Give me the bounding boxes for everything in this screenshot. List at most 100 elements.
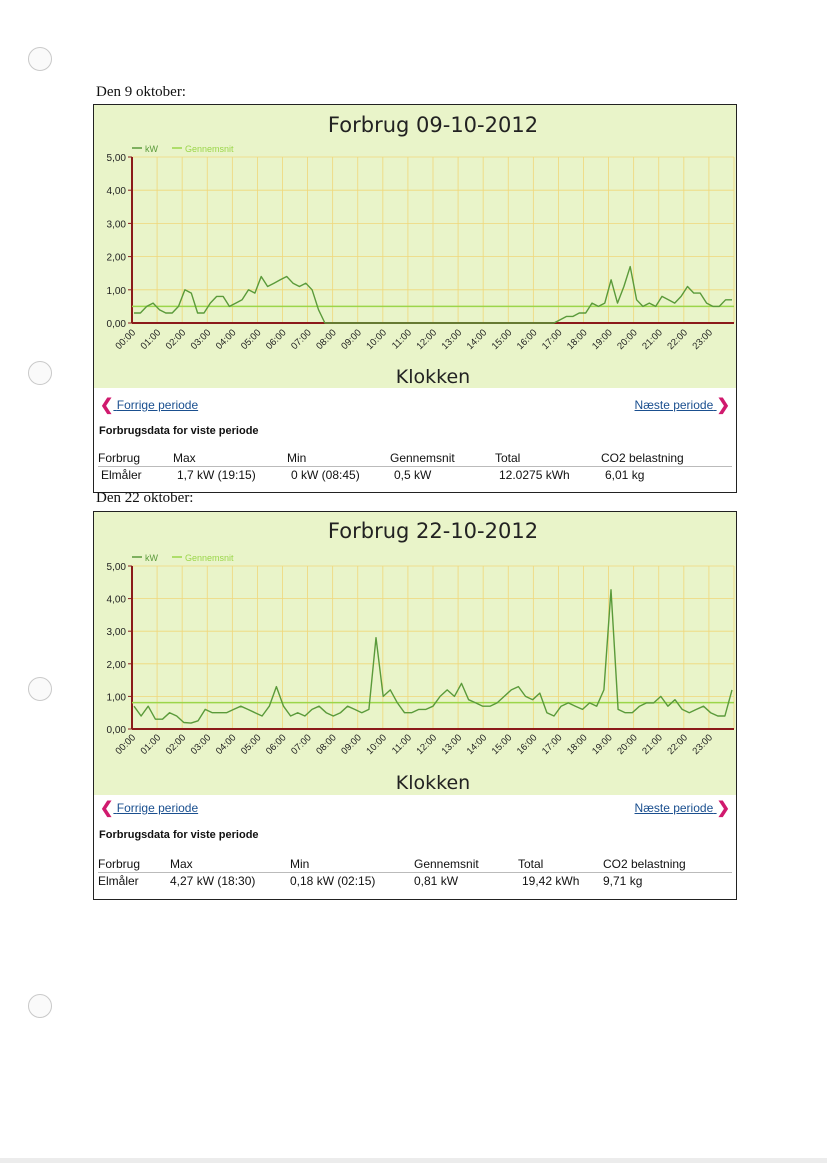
x-tick-label: 11:00: [390, 327, 414, 351]
x-tick-label: 07:00: [289, 732, 314, 757]
x-tick-label: 17:00: [540, 327, 565, 352]
stats-header: Max: [170, 856, 290, 873]
stats-header: Gennemsnit: [414, 856, 518, 873]
x-tick-label: 03:00: [189, 327, 214, 352]
y-tick-label: 4,00: [107, 186, 127, 197]
x-tick-label: 12:00: [415, 732, 440, 757]
x-tick-label: 00:00: [114, 732, 139, 757]
prev-period-link[interactable]: ❮ Forrige periode: [100, 798, 198, 818]
stats-header-row: Forbrug Max Min Gennemsnit Total CO2 bel…: [98, 450, 732, 467]
x-tick-label: 00:00: [114, 327, 139, 352]
next-period-label: Næste periode: [634, 801, 714, 815]
x-axis-label: Klokken: [396, 772, 470, 794]
date-caption: Den 22 oktober:: [96, 490, 194, 506]
stats-value-row: Elmåler 1,7 kW (19:15) 0 kW (08:45) 0,5 …: [98, 467, 732, 484]
chart-area: 0,00 1,00 2,00 3,00 4,00 5,00 00:00 01:00 02:00 0…: [94, 512, 736, 795]
stats-value: Elmåler: [98, 874, 139, 888]
stats-value: 19,42 kWh: [522, 874, 580, 888]
stats-value: 4,27 kW (18:30): [170, 874, 256, 888]
consumption-panel: 0,00 1,00 2,00 3,00 4,00 5,00 00:00 01:00 02:00 0…: [93, 511, 737, 900]
stats-value: Elmåler: [101, 468, 142, 482]
x-tick-label: 21:00: [640, 732, 665, 757]
x-tick-label: 09:00: [339, 327, 364, 352]
x-axis-label: Klokken: [396, 366, 470, 388]
x-tick-label: 18:00: [565, 327, 590, 352]
stats-value: 9,71 kg: [603, 874, 643, 888]
stats-value: 0,18 kW (02:15): [290, 874, 376, 888]
y-tick-label: 0,00: [107, 319, 127, 330]
binder-hole: [28, 361, 52, 385]
period-navigation: ❮ Forrige periode Næste periode ❯: [94, 395, 736, 415]
x-tick-label: 16:00: [515, 732, 540, 757]
x-tick-label: 08:00: [314, 327, 339, 352]
prev-period-label: Forrige periode: [116, 801, 199, 815]
stats-header: CO2 belastning: [601, 450, 732, 467]
stats-header: Min: [290, 856, 414, 873]
stats-value: 6,01 kg: [605, 468, 645, 482]
x-tick-label: 08:00: [314, 732, 339, 757]
x-tick-label: 19:00: [590, 327, 615, 352]
x-tick-label: 04:00: [214, 327, 239, 352]
chart-area: 0,00 1,00 2,00 3,00 4,00 5,00 00:00 01:00 02:00 0…: [94, 105, 736, 388]
x-tick-label: 11:00: [390, 732, 414, 756]
next-period-link[interactable]: Næste periode ❯: [635, 395, 730, 415]
y-tick-label: 4,00: [107, 595, 127, 606]
stats-value-row: Elmåler 4,27 kW (18:30) 0,18 kW (02:15) …: [98, 873, 732, 890]
x-tick-label: 13:00: [440, 732, 465, 757]
legend-kw-label: kW: [145, 144, 159, 154]
x-tick-label: 07:00: [289, 327, 314, 352]
period-navigation: ❮ Forrige periode Næste periode ❯: [94, 798, 736, 818]
legend-avg-label: Gennemsnit: [185, 553, 234, 563]
prev-period-link[interactable]: ❮ Forrige periode: [100, 395, 198, 415]
x-tick-label: 23:00: [690, 732, 715, 757]
x-tick-label: 20:00: [615, 327, 640, 352]
legend-avg-label: Gennemsnit: [185, 144, 234, 154]
date-caption: Den 9 oktober:: [96, 84, 186, 100]
stats-header-row: Forbrug Max Min Gennemsnit Total CO2 bel…: [98, 856, 732, 873]
x-tick-label: 05:00: [239, 732, 264, 757]
stats-header: Gennemsnit: [390, 450, 495, 467]
stats-header: Max: [173, 450, 287, 467]
binder-hole: [28, 994, 52, 1018]
stats-title: Forbrugsdata for viste periode: [99, 829, 259, 841]
x-tick-label: 03:00: [189, 732, 214, 757]
x-tick-label: 06:00: [264, 327, 289, 352]
x-tick-label: 05:00: [239, 327, 264, 352]
chevron-right-icon: ❯: [716, 397, 730, 414]
stats-header: Forbrug: [98, 856, 170, 873]
x-tick-label: 23:00: [690, 327, 715, 352]
stats-header: Min: [287, 450, 390, 467]
kw-series-line: [134, 265, 732, 324]
chart-title: Forbrug 09-10-2012: [328, 113, 538, 137]
x-tick-label: 12:00: [415, 327, 440, 352]
stats-value: 0 kW (08:45): [291, 468, 360, 482]
x-tick-label: 22:00: [665, 732, 690, 757]
next-period-label: Næste periode: [634, 398, 714, 412]
y-tick-label: 5,00: [107, 153, 127, 164]
stats-header: Total: [495, 450, 601, 467]
x-tick-label: 17:00: [540, 732, 565, 757]
y-tick-label: 3,00: [107, 219, 127, 230]
x-tick-label: 01:00: [139, 327, 164, 352]
x-tick-label: 09:00: [339, 732, 364, 757]
x-tick-label: 10:00: [364, 327, 389, 352]
y-tick-label: 3,00: [107, 627, 127, 638]
x-tick-label: 02:00: [164, 327, 189, 352]
kw-series-line: [133, 589, 733, 724]
stats-value: 12.0275 kWh: [499, 468, 570, 482]
prev-period-label: Forrige periode: [116, 398, 199, 412]
x-tick-label: 18:00: [565, 732, 590, 757]
x-tick-label: 10:00: [364, 732, 389, 757]
x-tick-label: 20:00: [615, 732, 640, 757]
next-period-link[interactable]: Næste periode ❯: [635, 798, 730, 818]
page-bottom-edge: [0, 1158, 827, 1163]
stats-value: 0,81 kW: [414, 874, 459, 888]
x-tick-label: 21:00: [640, 327, 665, 352]
stats-header: Total: [518, 856, 603, 873]
consumption-panel: 0,00 1,00 2,00 3,00 4,00 5,00 00:00 01:00 02:00 0…: [93, 104, 737, 493]
stats-header: Forbrug: [98, 450, 173, 467]
x-tick-label: 14:00: [465, 732, 490, 757]
x-tick-label: 01:00: [139, 732, 164, 757]
chevron-left-icon: ❮: [100, 397, 114, 414]
